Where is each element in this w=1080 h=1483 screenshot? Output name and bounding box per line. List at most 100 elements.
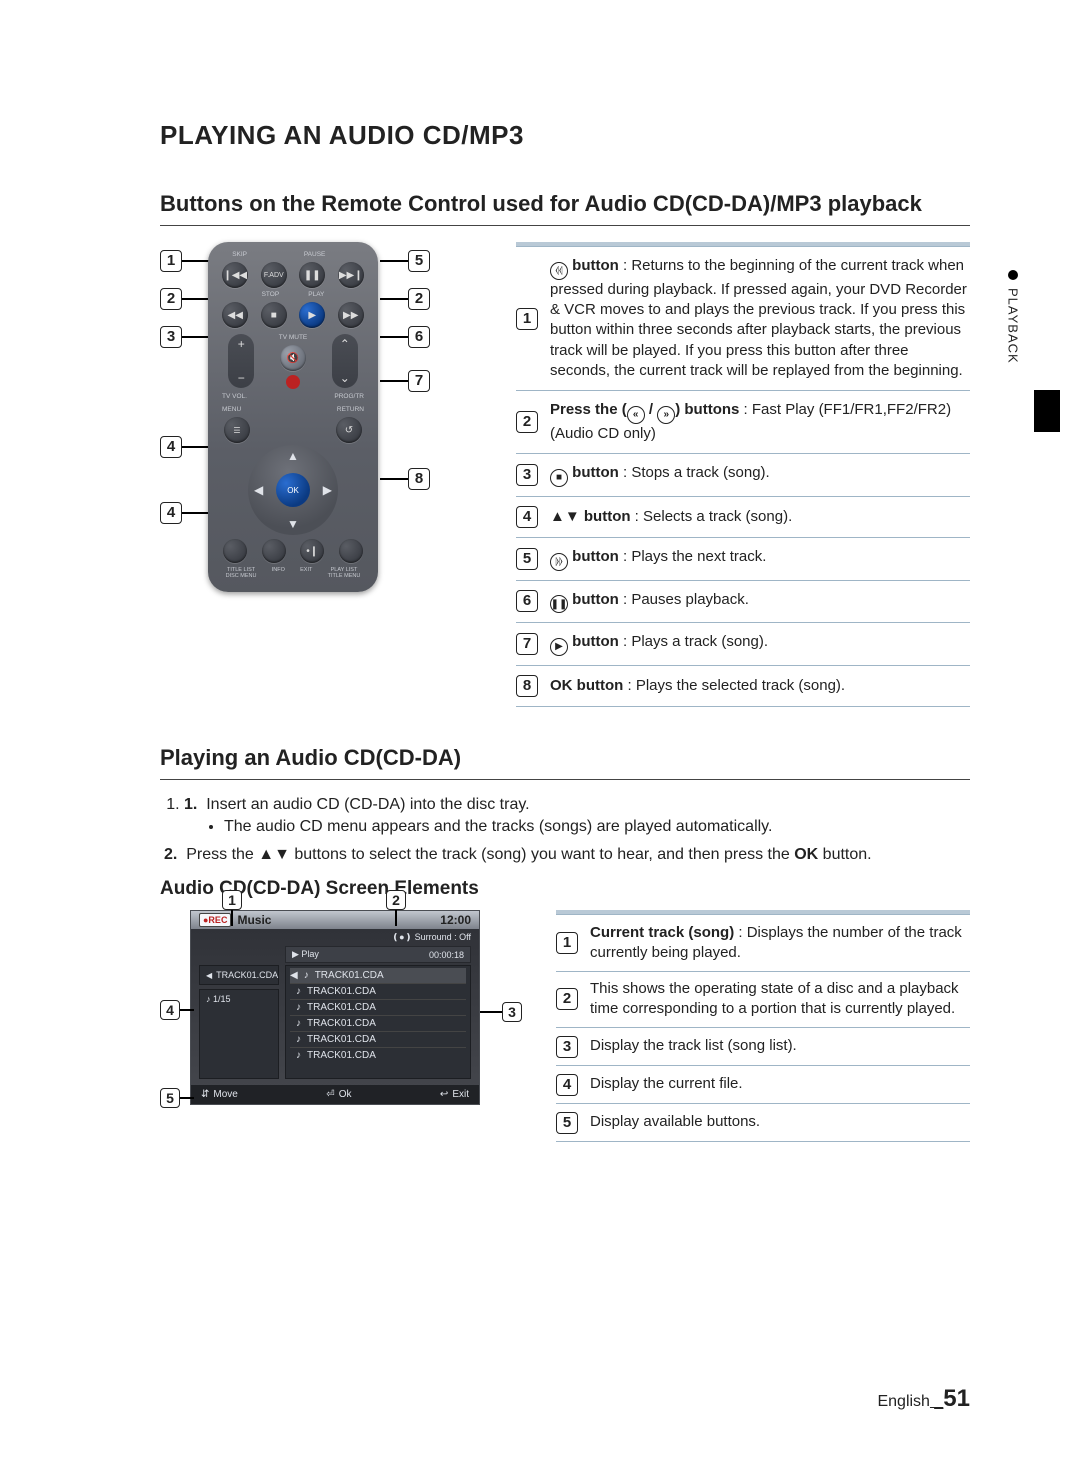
- move-icon: ⇵: [201, 1089, 209, 1100]
- osd-title: Music: [237, 913, 271, 927]
- play-icon: ▶: [299, 302, 325, 328]
- fadv-icon: F.ADV: [261, 262, 287, 288]
- callout-8: 8: [380, 468, 430, 490]
- tv-vol-label: TV VOL.: [222, 393, 247, 400]
- side-tab: PLAYBACK: [996, 270, 1030, 364]
- osd-clock: 12:00: [440, 913, 471, 927]
- list-item: 2 This shows the operating state of a di…: [556, 971, 970, 1028]
- screen-element-list: 1 Current track (song) : Displays the nu…: [556, 910, 970, 1142]
- skip-back-glyph-icon: ⦉⦉: [550, 262, 568, 280]
- dpad: ▲ ▼ ◀ ▶ OK: [248, 445, 338, 535]
- rewind-icon: ◀◀: [222, 302, 248, 328]
- play-glyph-icon: ▶: [550, 638, 568, 656]
- play-list-button: [339, 539, 363, 563]
- rewind-glyph-icon: «: [627, 406, 645, 424]
- page-title: PLAYING AN AUDIO CD/MP3: [160, 120, 970, 151]
- left-arrow-icon: ◀: [254, 483, 263, 497]
- step-1-bullet: The audio CD menu appears and the tracks…: [224, 818, 970, 836]
- page-footer: English _51: [877, 1385, 970, 1413]
- pause-glyph-icon: ❚❚: [550, 595, 568, 613]
- title-list-button: [223, 539, 247, 563]
- step-2-text-c: button.: [818, 846, 871, 863]
- subsection-screen-elements-title: Audio CD(CD-DA) Screen Elements: [160, 878, 970, 900]
- exit-icon: ↩: [440, 1089, 448, 1100]
- steps-list: 1. Insert an audio CD (CD-DA) into the d…: [164, 796, 970, 864]
- list-item: 4 Display the current file.: [556, 1065, 970, 1103]
- divider: [160, 225, 970, 226]
- subsection-playing-title: Playing an Audio CD(CD-DA): [160, 745, 970, 771]
- side-tab-bullet: [1008, 270, 1018, 280]
- remote-body: SKIPPAUSE ❙◀◀ F.ADV ❚❚ ▶▶❙ STOPPLAY ◀◀ ■…: [208, 242, 378, 592]
- subsection-remote-title: Buttons on the Remote Control used for A…: [160, 191, 970, 217]
- ffwd-glyph-icon: »: [657, 406, 675, 424]
- prog-tr-label: PROG/TR: [334, 393, 364, 400]
- list-item: 8 OK button : Plays the selected track (…: [516, 665, 970, 707]
- step-2-text-b: buttons to select the track (song) you w…: [290, 846, 794, 863]
- list-item: 2 Press the (« / ») buttons : Fast Play …: [516, 390, 970, 453]
- osd-track-count: ♪ 1/15: [199, 989, 279, 1079]
- osd-footer: ⇵Move ⏎Ok ↩Exit: [191, 1085, 479, 1104]
- up-arrow-icon: ▲: [287, 449, 299, 463]
- surround-label: ❪●❫ Surround :: [392, 932, 460, 942]
- step-2-text-a: Press the: [186, 846, 258, 863]
- callout-4a: 4: [160, 436, 210, 458]
- callout-5: 5: [380, 250, 430, 272]
- list-item: 4 ▲▼ button : Selects a track (song).: [516, 496, 970, 537]
- manual-page: PLAYBACK PLAYING AN AUDIO CD/MP3 Buttons…: [0, 0, 1080, 1483]
- ok-button: OK: [276, 473, 310, 507]
- tv-mute-label: TV MUTE: [279, 334, 308, 341]
- callout-4b: 4: [160, 502, 210, 524]
- callout-screen-4: 4: [160, 1000, 194, 1020]
- callout-screen-5: 5: [160, 1088, 194, 1108]
- skip-fwd-glyph-icon: ⦊⦊: [550, 553, 568, 571]
- side-tab-label: PLAYBACK: [1006, 288, 1021, 364]
- list-item: 1 ⦉⦉ button : Returns to the beginning o…: [516, 246, 970, 390]
- down-arrow-icon: ▼: [287, 517, 299, 531]
- stop-glyph-icon: ■: [550, 469, 568, 487]
- remote-illustration: 1 2 3 4 4 5 2 6 7 8 SKIPPAUSE ❙◀◀ F.ADV …: [160, 242, 420, 592]
- menu-label: MENU: [222, 406, 241, 413]
- right-arrow-icon: ▶: [323, 483, 332, 497]
- info-button: [262, 539, 286, 563]
- callout-6: 6: [380, 326, 430, 348]
- return-icon: ↺: [336, 417, 362, 443]
- osd-current-file: TRACK01.CDA: [199, 965, 279, 985]
- tv-mute-icon: 🔇: [280, 345, 306, 371]
- list-item: 3 Display the track list (song list).: [556, 1027, 970, 1065]
- volume-rocker: +−: [228, 334, 254, 388]
- skip-fwd-icon: ▶▶❙: [338, 262, 364, 288]
- list-item: 5 Display available buttons.: [556, 1103, 970, 1142]
- button-description-list: 1 ⦉⦉ button : Returns to the beginning o…: [516, 242, 970, 707]
- screen-elements-diagram: 1 2 3 4 5 ●REC Music 12:00 ❪●❫ Surround …: [160, 910, 500, 1105]
- return-label: RETURN: [337, 406, 364, 413]
- channel-rocker: ⌃⌄: [332, 334, 358, 388]
- callout-7: 7: [380, 370, 430, 392]
- callout-1: 1: [160, 250, 210, 272]
- callout-screen-2: 2: [386, 890, 406, 926]
- side-tab-marker: [1034, 390, 1060, 432]
- rec-icon: [286, 375, 300, 389]
- ok-label: OK: [794, 846, 818, 863]
- osd-track-list: ◀TRACK01.CDA TRACK01.CDA TRACK01.CDA TRA…: [285, 965, 471, 1079]
- osd-screen: ●REC Music 12:00 ❪●❫ Surround : Off ▶ Pl…: [190, 910, 480, 1105]
- osd-state-bar: ▶ Play 00:00:18: [285, 946, 471, 963]
- surround-value: Off: [459, 932, 471, 942]
- divider: [160, 779, 970, 780]
- callout-2: 2: [160, 288, 210, 310]
- up-down-arrows-icon: ▲▼: [258, 846, 290, 863]
- list-item: 3 ■ button : Stops a track (song).: [516, 453, 970, 496]
- skip-back-icon: ❙◀◀: [222, 262, 248, 288]
- menu-icon: ☰: [224, 417, 250, 443]
- ffwd-icon: ▶▶: [338, 302, 364, 328]
- callout-3: 3: [160, 326, 210, 348]
- list-item: 6 ❚❚ button : Pauses playback.: [516, 580, 970, 623]
- callout-2r: 2: [380, 288, 430, 310]
- list-item: 7 ▶ button : Plays a track (song).: [516, 622, 970, 665]
- ok-icon: ⏎: [326, 1089, 334, 1100]
- list-item: 1 Current track (song) : Displays the nu…: [556, 914, 970, 971]
- callout-screen-3: 3: [480, 1002, 522, 1022]
- exit-button: •❙: [300, 539, 324, 563]
- step-1-text: Insert an audio CD (CD-DA) into the disc…: [206, 796, 529, 813]
- callout-screen-1: 1: [222, 890, 242, 926]
- stop-icon: ■: [261, 302, 287, 328]
